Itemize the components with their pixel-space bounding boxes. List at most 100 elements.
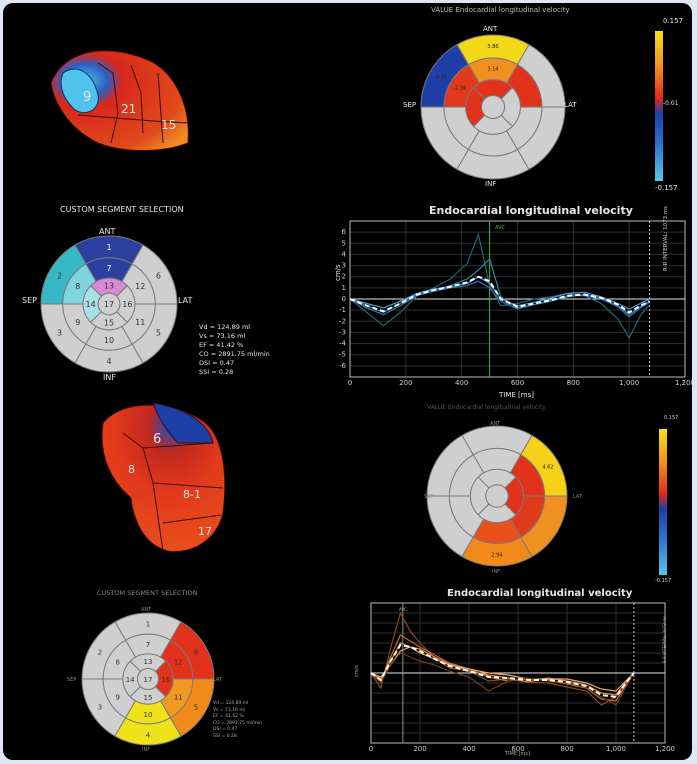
bullseye-segment[interactable] bbox=[97, 292, 121, 316]
segment-label: 12 bbox=[174, 659, 183, 667]
segment-label: 4 bbox=[106, 357, 111, 366]
stat-line: Vd = 124.89 ml bbox=[213, 701, 249, 706]
segment-label: 11 bbox=[135, 318, 145, 327]
segment-label: 14 bbox=[126, 676, 135, 684]
series-line bbox=[370, 611, 635, 706]
stat-line: DSI = 0.47 bbox=[213, 727, 238, 732]
polar-title: VALUE Endocardial longitudinal velocity bbox=[431, 6, 570, 14]
segment-label: 1 bbox=[106, 243, 111, 252]
rr-interval-label: R-R INTERVAL: 1073 ms bbox=[663, 205, 669, 271]
series-line bbox=[370, 642, 635, 696]
segment-label: 13 bbox=[144, 658, 153, 666]
x-tick-label: 600 bbox=[511, 745, 524, 753]
heart-model-bottom[interactable]: 6 8 8-1 17 bbox=[101, 402, 226, 553]
series-line bbox=[370, 643, 635, 699]
segment-label: 7 bbox=[106, 264, 111, 273]
x-tick-label: 1,000 bbox=[619, 379, 639, 387]
label-sep: SEP bbox=[403, 101, 417, 109]
x-tick-label: 400 bbox=[462, 745, 475, 753]
label-lat: LAT bbox=[564, 101, 577, 109]
segment-label: 11 bbox=[174, 693, 183, 701]
y-tick-label: -3 bbox=[339, 328, 346, 336]
x-tick-label: 0 bbox=[348, 379, 352, 387]
y-tick-label: -2 bbox=[339, 317, 346, 325]
x-tick-label: 200 bbox=[399, 379, 412, 387]
bullseye-top[interactable]: 3.86 -0.26 3.14 -1.36 bbox=[420, 34, 566, 180]
segment-label: 5 bbox=[156, 329, 161, 338]
scale-min: -0.157 bbox=[655, 184, 678, 192]
segment-label: 17 bbox=[144, 676, 153, 684]
segment-label: 14 bbox=[86, 300, 96, 309]
x-tick-label: 1,200 bbox=[655, 745, 675, 753]
segment-label: 10 bbox=[104, 336, 114, 345]
y-tick-label: -4 bbox=[339, 340, 347, 348]
segment-label: 2.94 bbox=[491, 552, 502, 558]
chart-title: Endocardial longitudinal velocity bbox=[429, 204, 633, 217]
stat-line: Vs = 73.16 ml bbox=[213, 707, 246, 713]
x-tick-label: 600 bbox=[511, 379, 524, 387]
stat-line: Vs = 73.16 ml bbox=[199, 332, 246, 340]
segment-label: 10 bbox=[144, 711, 153, 719]
chart-title: Endocardial longitudinal velocity bbox=[447, 588, 633, 599]
y-tick-label: 5 bbox=[342, 239, 346, 247]
series-line bbox=[370, 646, 635, 692]
y-tick-label: 3 bbox=[342, 262, 346, 270]
segment-label: 2 bbox=[98, 648, 102, 656]
bullseye-segment[interactable] bbox=[480, 94, 506, 120]
y-axis-label: cm/s bbox=[334, 264, 342, 281]
svg-text:6: 6 bbox=[153, 432, 161, 447]
series-line bbox=[349, 275, 650, 314]
segment-label: 1 bbox=[146, 621, 150, 629]
y-tick-label: 1 bbox=[342, 284, 346, 292]
stat-line: CO = 2891.75 ml/min bbox=[213, 720, 262, 726]
stat-line: SSI = 0.28 bbox=[213, 733, 237, 739]
heart-model-top[interactable]: 9 21 15 bbox=[50, 50, 189, 151]
x-axis-label: TIME [ms] bbox=[499, 391, 534, 399]
y-tick-label: -5 bbox=[339, 351, 346, 359]
color-scale-bar bbox=[655, 31, 663, 181]
label-lat: LAT bbox=[573, 494, 582, 500]
velocity-chart-top: 0 200 400 600 800 1,000 1,200 -6 -5 -4 -3 -2 -1 0 1 2 3 4… bbox=[339, 220, 692, 387]
label-ant: ANT bbox=[490, 421, 501, 427]
segment-label: -1.36 bbox=[453, 86, 466, 92]
custom-title: CUSTOM SEGMENT SELECTION bbox=[97, 589, 198, 597]
stat-line: DSI = 0.47 bbox=[199, 359, 235, 367]
segment-label: 4 bbox=[146, 731, 151, 739]
segment-label: 3 bbox=[57, 329, 62, 338]
bullseye-segment[interactable] bbox=[485, 484, 509, 508]
svg-text:17: 17 bbox=[198, 525, 212, 538]
segment-label: 7 bbox=[146, 641, 150, 649]
custom-title: CUSTOM SEGMENT SELECTION bbox=[60, 205, 184, 214]
segment-label: 3.14 bbox=[487, 67, 498, 73]
x-tick-label: 1,000 bbox=[606, 745, 626, 753]
segment-label: 4.62 bbox=[542, 464, 553, 470]
stat-line: EF = 41.42 % bbox=[213, 714, 244, 719]
y-tick-label: -6 bbox=[339, 362, 347, 370]
segment-label: 13 bbox=[104, 282, 114, 291]
segment-label: 15 bbox=[144, 694, 153, 702]
bullseye-bottom[interactable]: 2.94 4.62 bbox=[426, 425, 568, 567]
velocity-chart-bottom: 0 200 400 600 800 1,000 1,200 bbox=[369, 602, 675, 753]
heart-label: 15 bbox=[161, 118, 176, 132]
x-tick-label: 800 bbox=[560, 745, 573, 753]
x-tick-label: 800 bbox=[567, 379, 580, 387]
polar-title: VALUE Endocardial longitudinal velocity bbox=[427, 404, 546, 411]
label-sep: SEP bbox=[22, 296, 37, 305]
label-sep: SEP bbox=[424, 494, 434, 500]
segment-label: 6 bbox=[194, 648, 199, 656]
stat-line: CO = 2891.75 ml/min bbox=[199, 350, 270, 358]
stat-line: SSI = 0.28 bbox=[199, 368, 234, 376]
segment-label: 5 bbox=[194, 704, 198, 712]
x-axis-label: TIME [ms] bbox=[505, 751, 530, 757]
label-inf: INF bbox=[492, 569, 501, 575]
figure-canvas: 9 21 15 6 8 8-1 17 3.86-0.263.14-1.36 12… bbox=[40, 31, 692, 753]
heart-label: 9 bbox=[83, 90, 91, 105]
segment-label: 3.86 bbox=[487, 44, 498, 50]
label-lat: LAT bbox=[178, 296, 193, 305]
label-ant: ANT bbox=[99, 227, 116, 236]
segment-label: 8 bbox=[75, 282, 80, 291]
bullseye-segment[interactable] bbox=[136, 667, 160, 691]
